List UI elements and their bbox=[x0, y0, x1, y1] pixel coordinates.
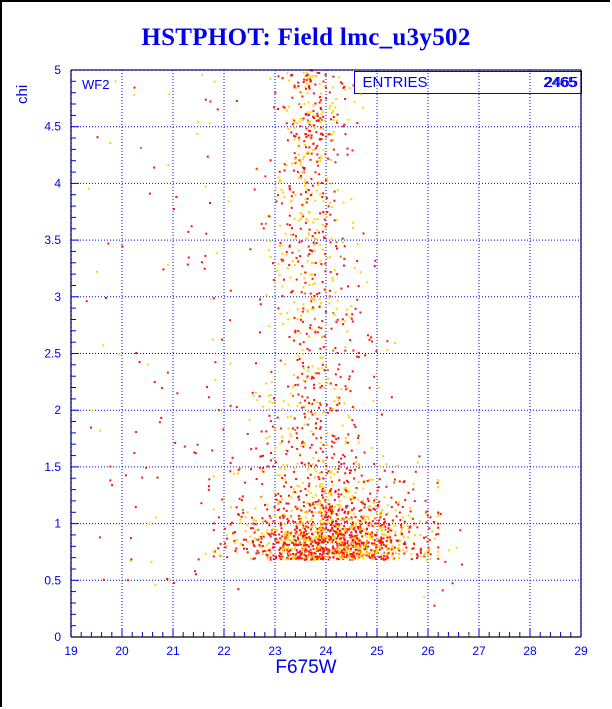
svg-text:26: 26 bbox=[421, 644, 435, 658]
svg-text:4: 4 bbox=[54, 176, 61, 190]
svg-text:4.5: 4.5 bbox=[44, 120, 61, 134]
svg-text:3: 3 bbox=[54, 290, 61, 304]
svg-text:2: 2 bbox=[54, 403, 61, 417]
svg-text:29: 29 bbox=[574, 644, 588, 658]
svg-text:28: 28 bbox=[523, 644, 537, 658]
svg-text:24: 24 bbox=[319, 644, 333, 658]
svg-text:3.5: 3.5 bbox=[44, 233, 61, 247]
svg-text:19: 19 bbox=[64, 644, 78, 658]
svg-text:21: 21 bbox=[166, 644, 180, 658]
svg-text:0: 0 bbox=[54, 630, 61, 644]
svg-text:5: 5 bbox=[54, 63, 61, 77]
svg-text:1: 1 bbox=[54, 517, 61, 531]
svg-text:22: 22 bbox=[217, 644, 231, 658]
svg-text:23: 23 bbox=[268, 644, 282, 658]
svg-text:0.5: 0.5 bbox=[44, 573, 61, 587]
svg-text:2.5: 2.5 bbox=[44, 347, 61, 361]
svg-text:1.5: 1.5 bbox=[44, 460, 61, 474]
svg-text:27: 27 bbox=[472, 644, 486, 658]
svg-text:25: 25 bbox=[370, 644, 384, 658]
svg-text:20: 20 bbox=[115, 644, 129, 658]
